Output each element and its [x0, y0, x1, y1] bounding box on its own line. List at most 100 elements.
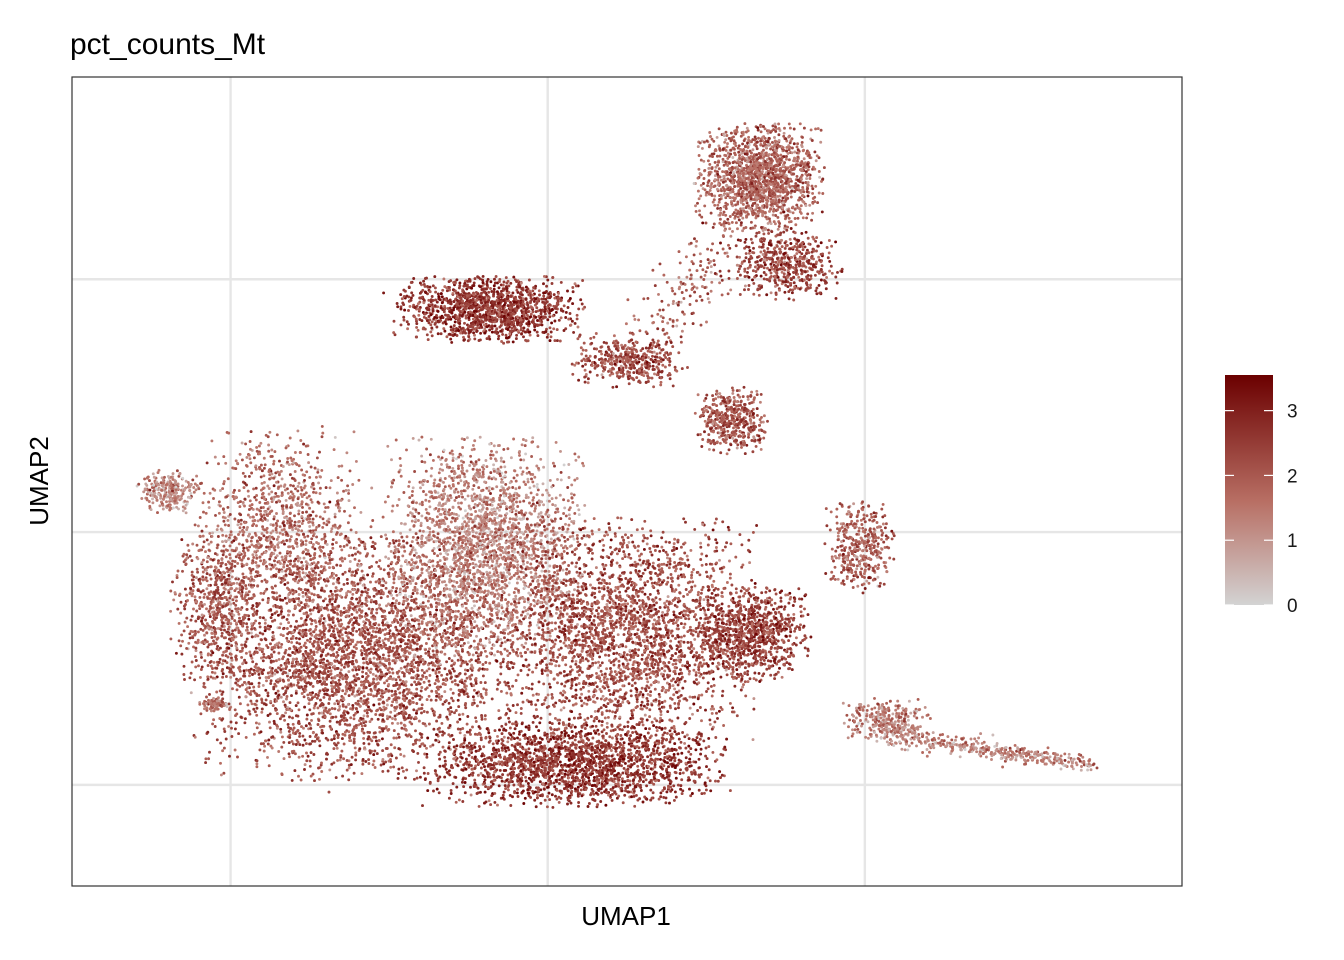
data-point [266, 646, 270, 649]
data-point [283, 596, 287, 600]
data-point [519, 466, 523, 470]
data-point [399, 666, 403, 670]
data-point [344, 661, 348, 664]
data-point [294, 597, 298, 601]
data-point [374, 667, 378, 671]
data-point [318, 744, 322, 748]
data-point [366, 573, 370, 577]
data-point [438, 730, 442, 734]
data-point [319, 664, 323, 668]
data-point [364, 625, 368, 629]
data-point [385, 537, 389, 541]
data-point [356, 568, 360, 572]
data-point [348, 681, 352, 685]
data-point [291, 660, 295, 664]
data-point [238, 665, 242, 669]
data-point [274, 691, 278, 695]
data-point [384, 586, 388, 590]
data-point [352, 674, 356, 678]
data-point [229, 663, 233, 666]
data-point [400, 659, 404, 663]
data-point [387, 689, 391, 693]
data-point [395, 593, 399, 597]
data-point [214, 666, 218, 670]
data-point [460, 661, 464, 665]
data-point [402, 654, 406, 658]
data-point [351, 553, 354, 557]
data-point [360, 653, 364, 657]
data-point [417, 719, 421, 723]
data-point [407, 713, 411, 717]
data-point [411, 648, 415, 652]
data-point [379, 535, 383, 539]
data-point [539, 601, 543, 605]
data-point [419, 732, 423, 736]
data-point [363, 709, 367, 713]
data-point [194, 659, 198, 662]
data-point [363, 586, 367, 590]
data-point [529, 523, 533, 527]
data-point [361, 583, 365, 587]
data-point [398, 678, 402, 682]
data-point [382, 705, 386, 709]
data-point [504, 516, 508, 520]
data-point [322, 625, 326, 629]
data-point [394, 539, 398, 543]
data-point [523, 585, 527, 589]
data-point [433, 594, 437, 598]
data-point [457, 713, 461, 717]
data-point [391, 700, 395, 704]
data-point [301, 656, 305, 660]
data-point [222, 575, 226, 579]
data-point [348, 567, 352, 571]
data-point [261, 616, 265, 620]
data-point [204, 761, 208, 765]
data-point [397, 470, 401, 474]
data-point [396, 621, 400, 624]
data-point [351, 583, 355, 587]
data-point [420, 620, 424, 624]
data-point [360, 569, 364, 573]
data-point [390, 649, 394, 653]
data-point [339, 754, 343, 758]
data-point [394, 695, 398, 699]
data-point [558, 526, 561, 530]
data-point [391, 539, 395, 542]
data-point [473, 647, 477, 651]
data-point [508, 577, 512, 581]
data-point [413, 515, 416, 519]
data-point [347, 646, 351, 650]
data-point [434, 689, 438, 693]
data-point [485, 654, 489, 658]
data-point [442, 480, 445, 484]
data-point [262, 668, 265, 672]
data-point [268, 557, 272, 561]
data-point [444, 621, 448, 625]
data-point [391, 717, 394, 720]
data-point [350, 618, 354, 621]
data-point [376, 717, 380, 721]
data-point [414, 715, 418, 719]
data-point [391, 610, 395, 614]
data-point [369, 687, 373, 691]
data-point [442, 488, 446, 491]
data-point [426, 621, 430, 624]
data-point [346, 703, 350, 706]
data-point [374, 635, 378, 639]
data-point [344, 631, 348, 635]
data-point [371, 540, 375, 544]
data-point [337, 604, 341, 608]
data-point [356, 601, 360, 605]
data-point [442, 682, 446, 685]
data-point [396, 776, 400, 780]
data-point [235, 626, 239, 630]
data-point [533, 547, 537, 551]
data-point [332, 737, 336, 741]
data-point [503, 631, 507, 635]
data-point [490, 503, 494, 507]
data-point [441, 631, 445, 635]
data-point [355, 672, 359, 676]
data-point [535, 464, 539, 468]
data-point [438, 632, 442, 636]
data-point [408, 671, 411, 675]
